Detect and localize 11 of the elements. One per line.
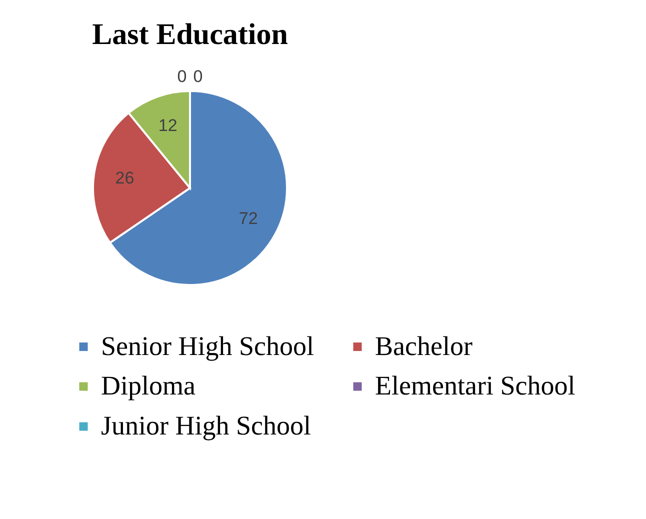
data-label: 72 <box>238 208 258 228</box>
chart-title: Last Education <box>92 18 288 51</box>
legend-label: Senior High School <box>101 330 314 361</box>
legend-label: Junior High School <box>101 410 312 440</box>
legend-label: Diploma <box>101 370 196 400</box>
data-label: 26 <box>115 168 134 188</box>
legend-label: Bachelor <box>375 330 472 361</box>
text: 0 <box>193 67 203 86</box>
legend-label: Elementari School <box>375 370 576 400</box>
text: 0 <box>177 67 187 86</box>
data-label: 12 <box>158 116 178 135</box>
